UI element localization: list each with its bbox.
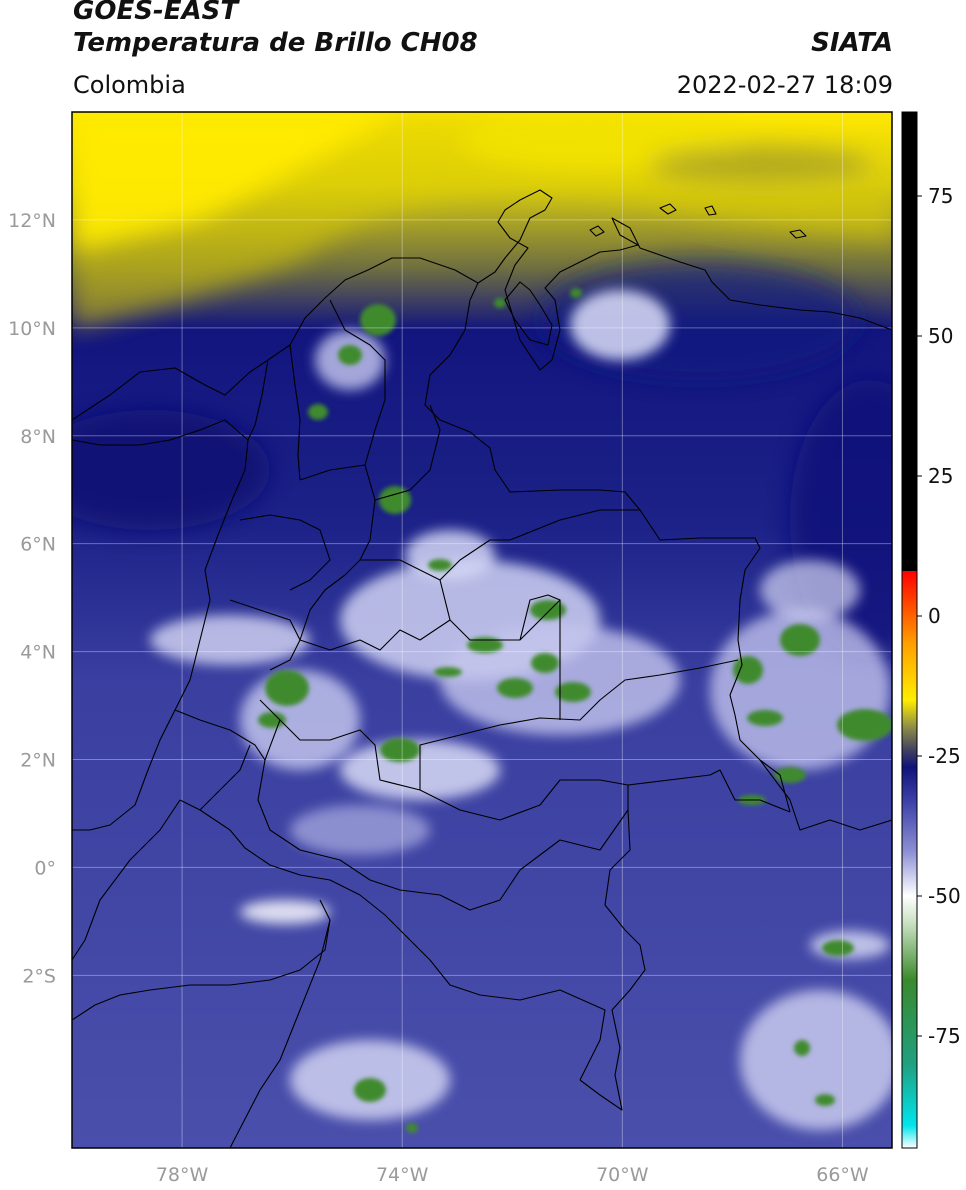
internal-6 xyxy=(259,659,739,791)
panama-colombia-border xyxy=(247,359,269,441)
colombia-peru-border xyxy=(179,799,606,1081)
internal-4 xyxy=(439,579,561,720)
internal-3 xyxy=(360,509,640,581)
colorbar-tick-label: 25 xyxy=(928,464,953,488)
lat-tick-label: 6°N xyxy=(20,534,56,556)
colombia-brazil-border xyxy=(579,769,791,1111)
internal-1 xyxy=(299,464,376,641)
internal-8 xyxy=(419,779,629,821)
lon-tick-label: 78°W xyxy=(156,1164,209,1186)
datetime-label: 2022-02-27 18:09 xyxy=(676,71,893,99)
map-gridlines xyxy=(72,112,892,1148)
lat-tick-label: 4°N xyxy=(20,642,56,664)
lat-tick-label: 2°S xyxy=(22,965,56,987)
political-boundaries xyxy=(72,189,892,1148)
lon-tick-label: 74°W xyxy=(376,1164,429,1186)
internal-5 xyxy=(299,619,451,651)
caribbean-coastline xyxy=(72,189,892,421)
colorbar: 75 50 25 0 -25 -50 -75 xyxy=(901,111,961,1149)
product-title: Temperatura de Brillo CH08 xyxy=(73,28,478,58)
internal-9 xyxy=(329,299,386,466)
source-label: SIATA xyxy=(811,28,893,58)
lat-tick-label: 8°N xyxy=(20,426,56,448)
lake-maracaibo xyxy=(504,281,553,346)
lat-tick-label: 0° xyxy=(34,857,56,879)
colorbar-ticks: 75 50 25 0 -25 -50 -75 xyxy=(917,184,961,1048)
lon-tick-label: 70°W xyxy=(596,1164,649,1186)
latitude-ticks: 12°N 10°N 8°N 6°N 4°N 2°N 0° 2°S xyxy=(8,210,56,987)
internal-14 xyxy=(199,744,251,811)
peru-ecuador xyxy=(72,899,331,1021)
region-label: Colombia xyxy=(73,71,186,99)
pacific-coastline xyxy=(72,469,246,831)
longitude-ticks: 78°W 74°W 70°W 66°W xyxy=(156,1164,869,1186)
curacao xyxy=(659,203,677,215)
internal-13 xyxy=(174,709,266,761)
lat-tick-label: 2°N xyxy=(20,750,56,772)
panama-coast xyxy=(72,419,249,471)
aruba xyxy=(589,225,605,237)
peru-brazil xyxy=(229,919,331,1148)
lat-tick-label: 12°N xyxy=(8,210,56,232)
internal-10 xyxy=(289,344,301,481)
colorbar-tick-label: -75 xyxy=(928,1024,961,1048)
colorbar-gradient xyxy=(901,111,918,1149)
colorbar-tick-label: 0 xyxy=(928,604,941,628)
internal-15 xyxy=(519,594,561,641)
satellite-title: GOES-EAST xyxy=(73,0,239,26)
plot-frame xyxy=(71,111,893,1149)
internal-12 xyxy=(229,599,301,671)
ecuador-border xyxy=(72,799,181,961)
internal-2 xyxy=(374,404,441,501)
island-east xyxy=(704,205,717,216)
brightness-temperature-field xyxy=(72,112,892,1148)
colorbar-tick-label: -50 xyxy=(928,884,961,908)
colorbar-tick-label: -25 xyxy=(928,744,961,768)
internal-11 xyxy=(239,514,331,591)
island-east-2 xyxy=(789,229,807,239)
venezuela-brazil xyxy=(759,759,892,831)
colorbar-tick-label: 75 xyxy=(928,184,953,208)
internal-7 xyxy=(257,719,629,911)
lon-tick-label: 66°W xyxy=(816,1164,869,1186)
colorbar-tick-label: 50 xyxy=(928,324,953,348)
lat-tick-label: 10°N xyxy=(8,318,56,340)
